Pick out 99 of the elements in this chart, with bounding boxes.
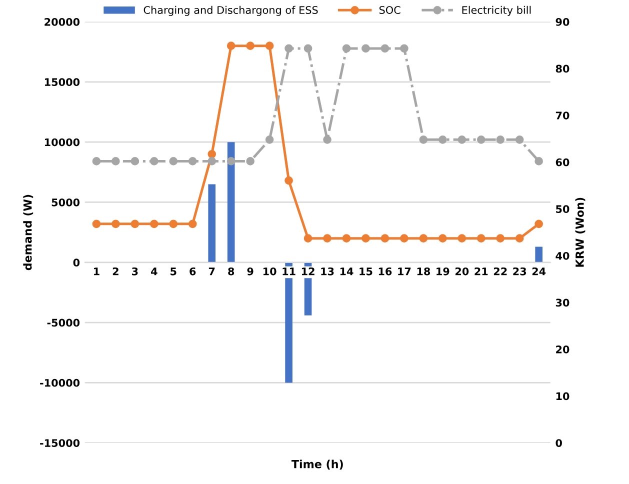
point bbox=[208, 150, 216, 158]
y2-tick-label: 90 bbox=[556, 18, 570, 26]
point bbox=[362, 234, 370, 243]
point bbox=[400, 234, 408, 243]
point bbox=[92, 157, 101, 166]
y2-tick-label: 50 bbox=[556, 205, 570, 214]
y-tick-label: -10000 bbox=[40, 378, 80, 387]
point bbox=[419, 234, 428, 243]
x-tick-label: 10 bbox=[263, 267, 276, 276]
point bbox=[342, 234, 351, 243]
point bbox=[130, 220, 140, 228]
point bbox=[496, 136, 505, 144]
y2-tick-label: 10 bbox=[556, 392, 570, 400]
x-tick-label: 21 bbox=[474, 267, 488, 276]
y2-tick-label: 20 bbox=[556, 346, 570, 354]
point bbox=[188, 220, 197, 228]
point bbox=[515, 136, 524, 144]
x-tick-label: 20 bbox=[455, 267, 469, 276]
point bbox=[226, 42, 236, 50]
x-tick-label: 4 bbox=[151, 268, 158, 276]
x-tick-label: 7 bbox=[208, 268, 215, 276]
point bbox=[188, 157, 197, 166]
x-tick-label: 23 bbox=[513, 267, 526, 276]
point bbox=[323, 136, 332, 144]
point bbox=[380, 234, 390, 243]
y2-tick-label: 70 bbox=[556, 112, 570, 120]
point bbox=[515, 234, 524, 243]
y-tick-label: 10000 bbox=[44, 138, 80, 146]
x-tick-label: 3 bbox=[132, 267, 138, 276]
y2-axis-title: KRW (Won) bbox=[575, 198, 586, 267]
bar bbox=[535, 246, 542, 262]
x-tick-label: 12 bbox=[302, 267, 314, 276]
x-tick-label: 6 bbox=[190, 267, 196, 276]
point bbox=[323, 234, 332, 243]
y2-tick-label: 80 bbox=[556, 64, 570, 73]
x-axis-title: Time (h) bbox=[291, 460, 343, 470]
legend-label: SOC bbox=[379, 6, 400, 14]
x-tick-label: 9 bbox=[247, 267, 254, 276]
x-tick-label: 16 bbox=[378, 267, 392, 276]
point bbox=[476, 136, 486, 144]
point bbox=[304, 44, 312, 53]
point bbox=[284, 176, 293, 185]
y-tick-label: 5000 bbox=[52, 198, 80, 206]
point bbox=[246, 157, 254, 166]
point bbox=[226, 157, 236, 166]
point bbox=[458, 234, 466, 243]
bar bbox=[227, 142, 235, 262]
point bbox=[284, 44, 293, 53]
point bbox=[169, 220, 178, 228]
y2-tick-label: 60 bbox=[556, 158, 570, 166]
x-tick-label: 17 bbox=[398, 268, 411, 276]
point bbox=[112, 157, 120, 166]
x-tick-label: 1 bbox=[94, 268, 100, 276]
point bbox=[112, 220, 120, 228]
x-tick-label: 13 bbox=[321, 267, 334, 276]
x-tick-label: 11 bbox=[282, 268, 296, 276]
x-tick-label: 22 bbox=[494, 267, 507, 276]
legend-label: Electricity bill bbox=[462, 6, 531, 16]
legend-label: Charging and Dischargong of ESS bbox=[144, 6, 318, 16]
point bbox=[246, 42, 254, 50]
y2-tick-label: 0 bbox=[556, 439, 562, 447]
point bbox=[208, 157, 216, 166]
point bbox=[150, 157, 158, 166]
x-tick-label: 18 bbox=[417, 267, 430, 276]
y-axis-title: demand (W) bbox=[23, 194, 34, 270]
x-tick-label: 2 bbox=[112, 267, 118, 276]
point bbox=[400, 44, 408, 53]
x-tick-label: 19 bbox=[436, 267, 450, 276]
point bbox=[380, 44, 390, 53]
point bbox=[265, 136, 274, 144]
y-tick-label: 15000 bbox=[44, 78, 80, 86]
point bbox=[534, 157, 543, 166]
point bbox=[169, 157, 178, 166]
point bbox=[438, 234, 447, 243]
point bbox=[130, 157, 140, 166]
point bbox=[150, 220, 158, 228]
y-tick-label: -5000 bbox=[47, 318, 80, 327]
y-tick-label: 20000 bbox=[44, 18, 80, 26]
point bbox=[438, 136, 447, 144]
point bbox=[458, 136, 466, 144]
x-tick-label: 14 bbox=[340, 268, 354, 276]
x-tick-label: 24 bbox=[532, 267, 546, 276]
y2-tick-label: 30 bbox=[556, 298, 570, 307]
bar bbox=[208, 184, 216, 262]
y-tick-label: 0 bbox=[73, 258, 80, 267]
x-tick-label: 15 bbox=[360, 268, 372, 276]
y-tick-label: -15000 bbox=[40, 439, 80, 447]
x-tick-label: 8 bbox=[228, 267, 234, 276]
y2-tick-label: 40 bbox=[556, 252, 570, 260]
point bbox=[419, 136, 428, 144]
point bbox=[534, 220, 543, 228]
point bbox=[342, 44, 351, 53]
point bbox=[362, 44, 370, 53]
point bbox=[476, 234, 486, 243]
point bbox=[496, 234, 505, 243]
point bbox=[92, 220, 101, 228]
point bbox=[265, 42, 274, 50]
point bbox=[304, 234, 312, 243]
x-tick-label: 5 bbox=[170, 268, 176, 276]
